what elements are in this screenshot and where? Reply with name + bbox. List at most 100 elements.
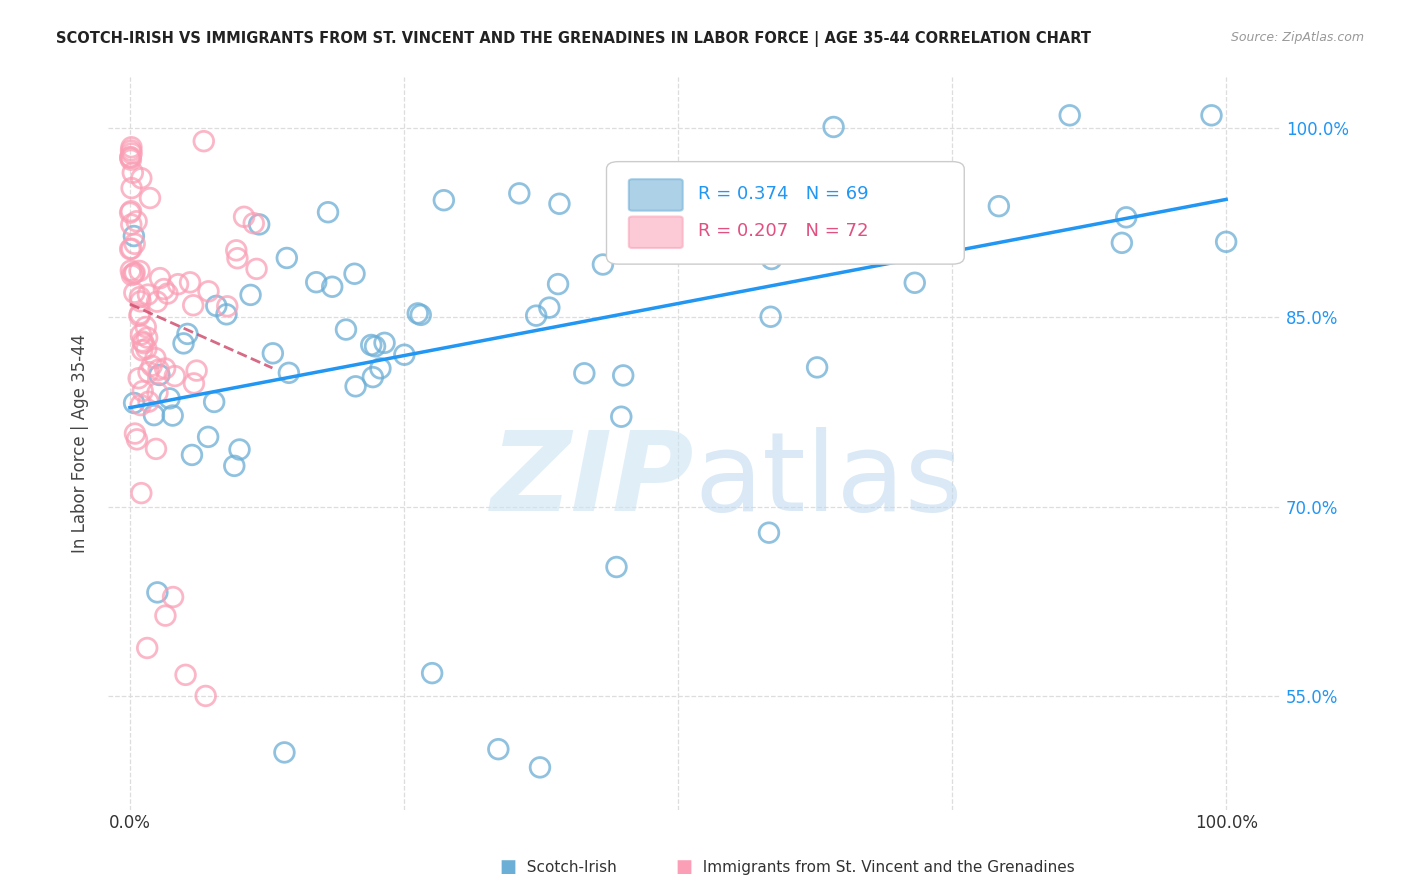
Point bbox=[823, 120, 845, 134]
Point bbox=[524, 309, 547, 323]
Point bbox=[129, 294, 152, 309]
Point bbox=[217, 299, 239, 313]
Point bbox=[173, 336, 195, 351]
Point bbox=[124, 426, 146, 441]
Point bbox=[146, 385, 169, 400]
Point bbox=[761, 252, 783, 266]
Point bbox=[128, 264, 150, 278]
Point bbox=[316, 205, 339, 219]
Point bbox=[242, 216, 264, 230]
Point bbox=[645, 175, 668, 189]
Point bbox=[120, 242, 142, 256]
Point bbox=[406, 306, 429, 320]
Point bbox=[122, 396, 145, 410]
Point bbox=[409, 308, 432, 322]
Text: ■: ■ bbox=[675, 858, 692, 876]
Point bbox=[128, 371, 150, 385]
Text: ■: ■ bbox=[499, 858, 516, 876]
Point bbox=[205, 299, 228, 313]
Point bbox=[344, 379, 367, 393]
Point bbox=[121, 166, 143, 180]
Point bbox=[688, 245, 710, 260]
Point bbox=[149, 271, 172, 285]
Point bbox=[129, 398, 152, 412]
Text: R = 0.374   N = 69: R = 0.374 N = 69 bbox=[697, 185, 869, 202]
Point bbox=[276, 251, 298, 265]
Point bbox=[335, 322, 357, 336]
Point bbox=[121, 146, 143, 161]
Point bbox=[167, 277, 190, 292]
Point bbox=[364, 339, 387, 353]
Point bbox=[420, 666, 443, 681]
Point bbox=[138, 365, 160, 379]
Point bbox=[548, 196, 571, 211]
Point bbox=[146, 294, 169, 309]
Point bbox=[277, 366, 299, 380]
Point bbox=[120, 218, 142, 232]
Point bbox=[120, 140, 142, 154]
Point bbox=[121, 268, 143, 282]
Point bbox=[806, 360, 828, 375]
Point bbox=[128, 309, 150, 323]
Point bbox=[141, 359, 163, 373]
Point bbox=[183, 376, 205, 391]
Point bbox=[370, 361, 392, 376]
Point bbox=[262, 346, 284, 360]
Point bbox=[361, 370, 384, 384]
Point bbox=[1059, 108, 1081, 122]
Point bbox=[131, 384, 153, 398]
Point bbox=[904, 276, 927, 290]
Point bbox=[197, 430, 219, 444]
Point bbox=[1111, 235, 1133, 250]
Point bbox=[224, 458, 246, 473]
Point bbox=[120, 151, 142, 165]
Point bbox=[155, 608, 177, 623]
Point bbox=[758, 525, 780, 540]
Point bbox=[987, 199, 1010, 213]
Point bbox=[508, 186, 530, 201]
Point bbox=[135, 320, 157, 334]
Point bbox=[142, 408, 165, 422]
Point bbox=[228, 442, 250, 457]
Point bbox=[162, 590, 184, 604]
Point bbox=[156, 286, 179, 301]
Point bbox=[226, 251, 249, 265]
Point bbox=[647, 220, 669, 235]
Point bbox=[148, 363, 170, 377]
Point bbox=[128, 290, 150, 304]
Point bbox=[129, 171, 152, 186]
Text: ZIP: ZIP bbox=[491, 426, 695, 533]
Point bbox=[124, 266, 146, 280]
Point bbox=[529, 760, 551, 774]
Point bbox=[153, 361, 176, 376]
Point bbox=[247, 218, 270, 232]
Point bbox=[120, 242, 142, 256]
Point bbox=[132, 336, 155, 351]
Point bbox=[394, 348, 416, 362]
Point bbox=[197, 285, 219, 299]
Point bbox=[131, 343, 153, 358]
Text: atlas: atlas bbox=[695, 426, 963, 533]
Point bbox=[139, 191, 162, 205]
Point bbox=[145, 351, 167, 365]
Point bbox=[138, 394, 160, 409]
Point bbox=[125, 214, 148, 228]
Point bbox=[162, 409, 184, 423]
Point bbox=[1201, 108, 1223, 122]
Point bbox=[623, 219, 645, 234]
Point bbox=[179, 276, 201, 290]
Point bbox=[574, 366, 596, 380]
Point bbox=[1115, 211, 1137, 225]
Point bbox=[121, 181, 143, 195]
Point bbox=[360, 338, 382, 352]
Point bbox=[592, 258, 614, 272]
Point bbox=[176, 326, 198, 341]
Point bbox=[233, 210, 256, 224]
FancyBboxPatch shape bbox=[606, 161, 965, 264]
Point bbox=[129, 327, 152, 342]
Point bbox=[135, 342, 157, 356]
Point bbox=[136, 640, 159, 655]
Point bbox=[373, 335, 395, 350]
Point bbox=[125, 433, 148, 447]
Point bbox=[202, 395, 225, 409]
